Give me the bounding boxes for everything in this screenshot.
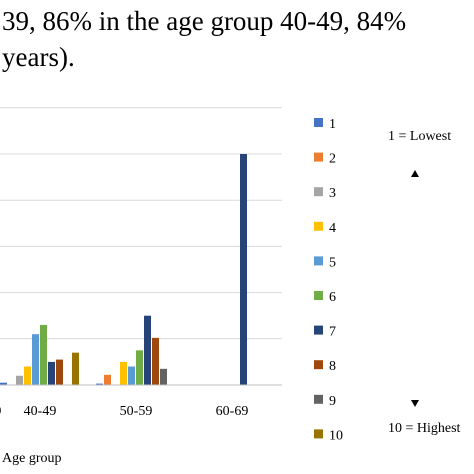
- legend-swatch: [314, 394, 323, 404]
- bar-40-49-level-1: [0, 382, 7, 385]
- bar-40-49-level-4: [24, 366, 31, 385]
- legend-swatch: [314, 291, 323, 300]
- x-tick-label: 60-69: [216, 404, 249, 419]
- x-tick-label: 30-39: [0, 404, 1, 419]
- legend-swatch: [314, 221, 323, 231]
- scale-note-lowest: 1 = Lowest: [388, 129, 451, 144]
- arrow-down-icon: [411, 400, 419, 407]
- bar-40-49-level-7: [48, 361, 55, 385]
- legend-swatch: [314, 360, 323, 370]
- bar-50-59-level-8: [152, 337, 159, 385]
- bar-50-59-level-6: [136, 350, 143, 385]
- bar-50-59-level-4: [120, 361, 127, 385]
- scale-note-highest: 10 = Highest: [388, 421, 461, 436]
- bar-40-49-level-8: [56, 359, 63, 385]
- legend-label: 7: [329, 325, 336, 340]
- caption-line-1: 39, 86% in the age group 40-49, 84%: [2, 6, 407, 36]
- x-tick-label: 40-49: [24, 404, 57, 419]
- bar-40-49-level-6: [40, 324, 47, 385]
- gridlines: [0, 107, 282, 340]
- legend-swatch: [314, 256, 323, 266]
- bar-40-49-level-10: [72, 352, 79, 385]
- legend-label: 10: [329, 428, 343, 443]
- legend-item: 1: [314, 117, 336, 132]
- legend-label: 1: [329, 117, 336, 132]
- legend-item: 9: [314, 394, 336, 409]
- legend: 1 2 3 4 5 6 7 8 9 10: [314, 117, 343, 443]
- legend-item: 4: [314, 221, 336, 236]
- legend-label: 2: [329, 152, 336, 167]
- legend-item: 8: [314, 359, 336, 374]
- bar-40-49-level-3: [16, 375, 23, 385]
- legend-item: 5: [314, 255, 336, 270]
- bar-60-69-level-7: [240, 154, 247, 385]
- legend-label: 6: [329, 290, 336, 305]
- legend-swatch: [314, 429, 323, 439]
- legend-label: 9: [329, 394, 336, 409]
- arrow-up-head: [411, 170, 419, 177]
- legend-label: 4: [329, 221, 336, 236]
- legend-swatch: [314, 118, 323, 127]
- arrow-up-icon: [411, 170, 419, 177]
- legend-item: 7: [314, 325, 336, 340]
- legend-item: 2: [314, 152, 336, 167]
- arrow-down-head: [411, 400, 419, 407]
- caption-line-2: years).: [2, 42, 75, 72]
- bar-50-59-level-5: [128, 366, 135, 385]
- legend-label: 3: [329, 186, 336, 201]
- legend-label: 5: [329, 255, 336, 270]
- legend-label: 8: [329, 359, 336, 374]
- bar-50-59-level-2: [104, 374, 111, 385]
- legend-item: 10: [314, 428, 343, 443]
- bar-50-59-level-1: [96, 383, 103, 385]
- legend-swatch: [314, 187, 323, 197]
- caption: 39, 86% in the age group 40-49, 84% year…: [0, 0, 474, 80]
- bar-50-59-level-7: [144, 315, 151, 385]
- legend-item: 3: [314, 186, 336, 201]
- bar-40-49-level-5: [32, 334, 39, 385]
- bar-50-59-level-9: [160, 368, 167, 385]
- legend-item: 6: [314, 290, 336, 305]
- legend-swatch: [314, 152, 323, 162]
- x-tick-label: 50-59: [120, 404, 153, 419]
- x-tick-labels: 30-39 40-49 50-59 60-69: [0, 404, 248, 419]
- legend-swatch: [314, 325, 323, 335]
- x-axis-title: Age group: [2, 451, 62, 466]
- bars: [0, 154, 247, 385]
